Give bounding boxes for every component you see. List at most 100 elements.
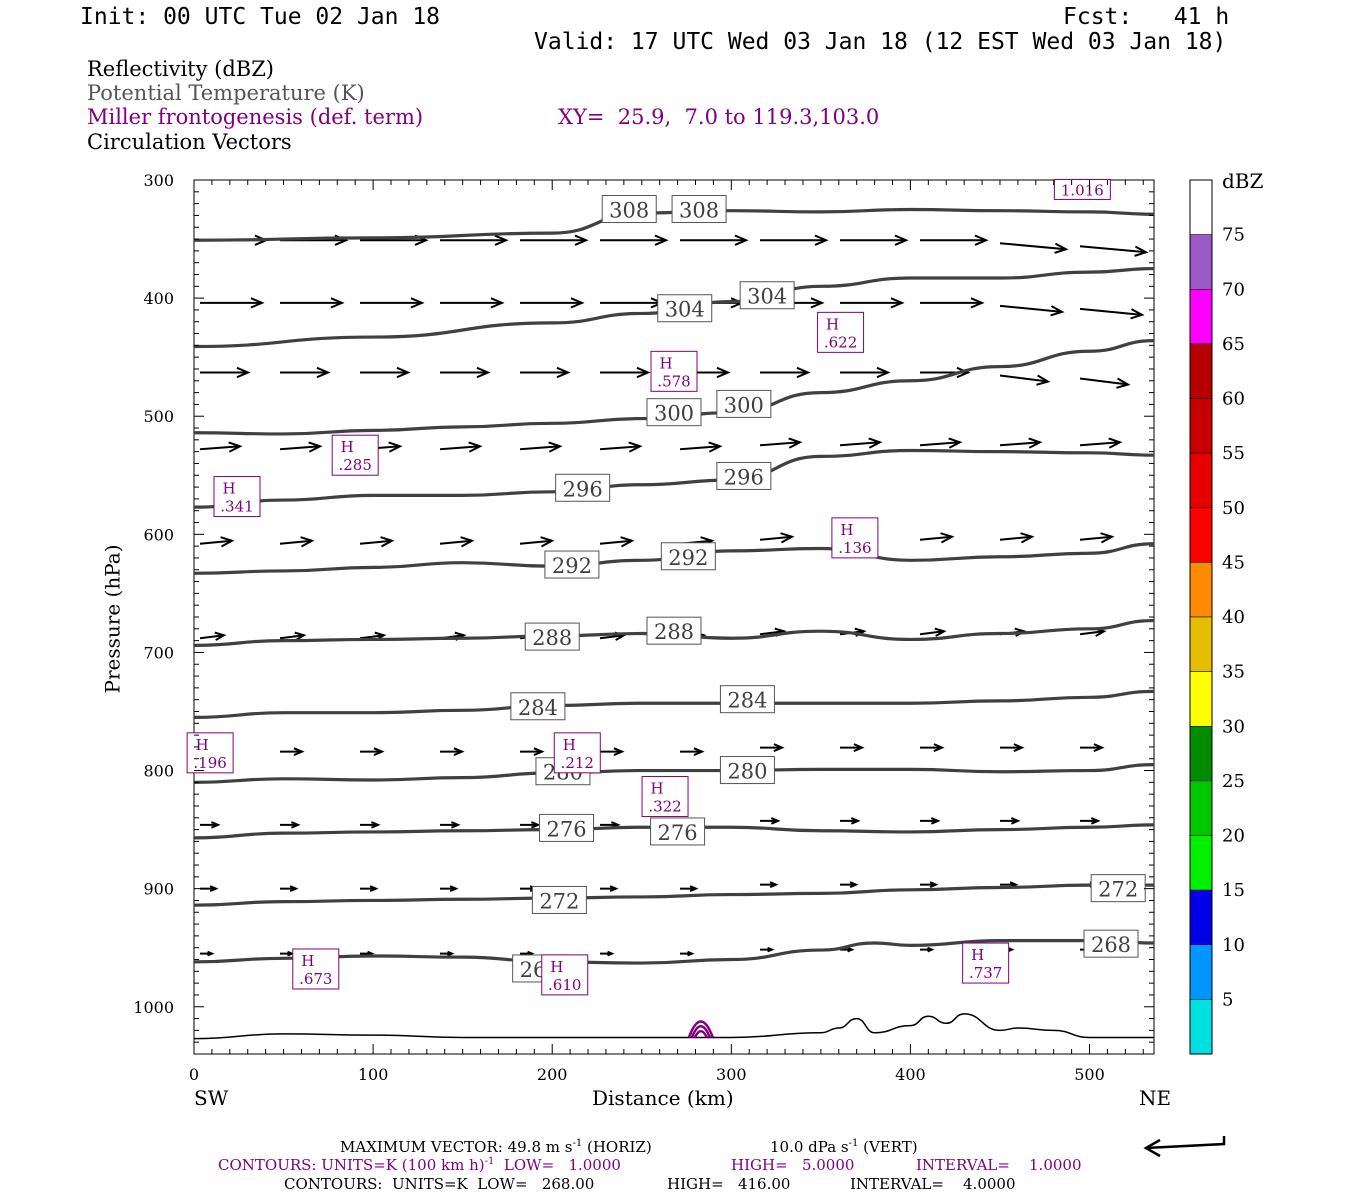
circulation-vector [520,821,541,829]
colorbar-bin [1189,944,1213,1000]
colorbar-bin [1189,780,1213,836]
y-tick-label: 1000 [133,998,174,1017]
vector-head [209,885,219,893]
circulation-vector [920,297,985,309]
vector-shaft [999,374,1049,383]
vector-head [607,950,615,957]
vector-head [294,631,307,641]
vector-head [780,532,795,544]
fronto-max-value: .578 [657,372,690,390]
vector-head [850,817,861,825]
circulation-vector [840,881,859,889]
theta-contour-272 [193,883,1154,907]
theta-label: 308 [601,195,657,224]
vector-shaft [439,445,481,451]
fronto-max-value: .196 [193,754,226,772]
circulation-vector [600,366,651,379]
fronto-max-box [186,732,234,774]
fronto-max: H.673 [292,948,340,990]
vector-shaft [279,539,313,545]
theta-label-text: 292 [668,546,708,570]
circulation-vector [200,366,251,379]
fronto-low: LOW= 1.0000 [494,1156,621,1174]
vector-head [373,747,385,756]
vector-shaft [279,445,321,451]
circulation-vector [280,950,295,957]
fronto-max-label: H [301,952,314,970]
contour-labels: 308 308 304 304 300 300 296 296 292 292 288 288 284 2… [510,195,1146,983]
vector-head [453,747,465,756]
exponent: -1 [572,1138,583,1149]
vector-shaft [999,441,1041,447]
vector-head [207,950,215,957]
vector-head [1054,242,1069,254]
colorbar-bin [1189,179,1213,235]
vector-head [868,437,883,449]
fronto-max-value: .622 [824,333,857,351]
colorbar-unit-label: dBZ [1222,169,1264,193]
colorbar-tick-label: 65 [1222,334,1245,355]
colorbar-bin [1189,343,1213,399]
vector-head [770,817,781,825]
theta-label: 272 [531,885,587,914]
fronto-max-label: H [550,958,563,976]
theta-high: HIGH= 416.00 [667,1175,791,1193]
circulation-vector [279,631,307,641]
vector-head [767,946,775,953]
circulation-vector [360,297,425,309]
circulation-vector [439,441,483,453]
max-vector-line: MAXIMUM VECTOR: 49.8 m s-1 (HORIZ) [340,1138,652,1156]
circulation-vector [1079,532,1115,544]
circulation-vector [760,743,785,752]
vector-head [613,747,625,756]
vector-head [788,437,803,449]
colorbar-tick-label: 35 [1222,662,1245,683]
circulation-vector [760,234,829,246]
theta-label-box [510,692,566,721]
theta-label-text: 268 [1091,933,1131,957]
circulation-vector [999,304,1065,317]
axes: 0 100 200 300 400 500 300 400 500 600 700 800 900 100… [133,171,1154,1084]
vector-shaft [439,539,473,545]
vector-head [476,366,491,379]
y-tick-label: 500 [143,407,174,426]
theta-contour-308 [193,207,1155,242]
circulation-vector [999,532,1035,544]
fronto-max-value: .322 [648,798,681,816]
fronto-max: H.610 [541,954,589,996]
circulation-vector [600,234,669,246]
vector-head [490,297,505,309]
theta-label-text: 276 [546,817,586,841]
fronto-contour-ring [687,1020,715,1038]
max-vector-horiz-unit: (HORIZ) [582,1138,652,1156]
circulation-vector [1079,377,1131,389]
fronto-max: H.285 [331,434,379,476]
circulation-vector [440,234,509,246]
circulation-vector [440,366,491,379]
vector-head [308,441,323,453]
vector-head [628,441,643,453]
x-tick-label: 0 [189,1065,199,1084]
x-tick-label: 400 [895,1065,926,1084]
theta-label: 284 [510,692,566,721]
theta-label-text: 292 [552,554,592,578]
vector-shaft [1079,535,1113,541]
theta-contour-284 [193,689,1155,719]
circulation-vector [919,532,955,544]
x-tick-label: 200 [537,1065,568,1084]
terrain [193,1013,1154,1040]
colorbar-bin [1189,726,1213,782]
theta-label-box [719,756,775,785]
vector-shaft [519,539,553,545]
vector-shaft [839,441,881,447]
circulation-vector [920,946,935,953]
circulation-vector [920,817,941,825]
circulation-vector [360,747,385,756]
fronto-max: H.622 [817,311,865,353]
vector-head [654,234,669,246]
theta-label-box [539,813,595,842]
fronto-high: HIGH= 5.0000 [731,1156,855,1174]
colorbar-tick-label: 25 [1222,771,1245,792]
forecast-hour: Fcst: 41 h [1063,4,1230,30]
vector-head [1010,817,1021,825]
